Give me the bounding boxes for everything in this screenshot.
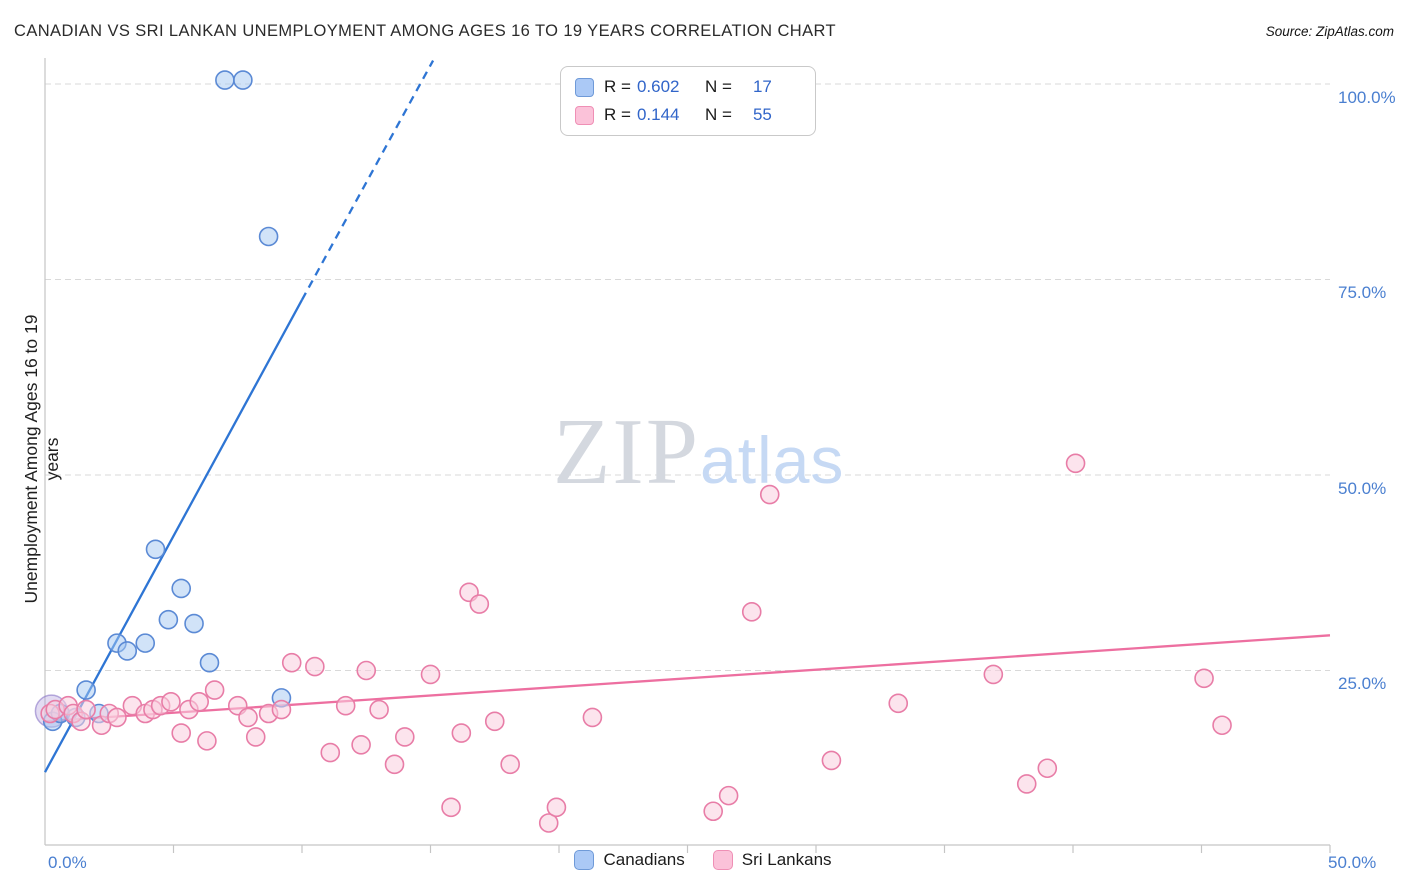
canadians-swatch-icon [575,77,594,97]
sri-lankans-swatch-icon [575,105,594,125]
data-point-sri-lankans [384,754,405,775]
data-point-canadians [135,633,156,653]
data-point-sri-lankans [759,484,780,505]
data-point-sri-lankans [204,680,225,700]
data-point-sri-lankans [320,742,341,763]
data-point-canadians [117,641,138,661]
data-point-sri-lankans [538,813,559,833]
data-point-canadians [258,226,279,247]
data-point-sri-lankans [1065,453,1086,474]
data-point-sri-lankans [546,797,567,818]
y-axis-title: Unemployment Among Ages 16 to 19 years [21,314,62,604]
y-tick-50: 50.0% [1338,479,1387,498]
data-point-sri-lankans [369,699,389,720]
data-point-canadians [145,539,166,560]
data-point-sri-lankans [469,594,490,614]
data-point-sri-lankans [1016,774,1037,794]
sri-lankans-swatch-icon [712,850,733,870]
trendline-canadians [300,59,435,301]
n-label: N = [704,77,732,96]
data-point-canadians [158,609,179,630]
data-point-sri-lankans [821,750,842,771]
r-value-sri-lankans: 0.144 [636,105,680,124]
data-point-sri-lankans [451,723,472,743]
n-value-canadians: 17 [752,77,772,96]
data-point-sri-lankans [197,731,217,751]
data-point-sri-lankans [281,652,302,673]
data-point-sri-lankans [983,664,1004,685]
data-point-sri-lankans [271,699,292,720]
data-point-sri-lankans [718,785,739,806]
data-point-sri-lankans [356,660,377,681]
legend-label-sri-lankans: Sri Lankans [741,850,832,869]
chart-title: CANADIAN VS SRI LANKAN UNEMPLOYMENT AMON… [14,22,836,40]
data-point-sri-lankans [484,711,505,732]
data-point-sri-lankans [741,602,762,622]
data-point-canadians [76,680,96,700]
legend-row-sri-lankans: R = 0.144 N = 55 [575,105,801,125]
n-value-sri-lankans: 55 [752,105,772,124]
legend-label-canadians: Canadians [603,850,685,869]
data-point-sri-lankans [394,727,415,747]
data-point-sri-lankans [1212,715,1232,736]
data-point-sri-lankans [1194,668,1214,689]
data-point-sri-lankans [171,723,192,743]
data-point-canadians [199,652,220,673]
data-point-sri-lankans [351,734,371,755]
trendline-sri-lankans [44,634,1331,723]
data-point-sri-lankans [161,691,181,712]
data-point-sri-lankans [441,797,461,818]
data-point-sri-lankans [420,664,441,685]
data-point-sri-lankans [888,693,909,714]
r-label: R = [604,77,631,96]
data-point-sri-lankans [305,656,325,677]
data-point-sri-lankans [107,707,127,728]
data-point-sri-lankans [238,707,258,728]
data-point-canadians [184,613,204,634]
legend-item-sri-lankans: Sri Lankans [712,850,832,870]
data-point-sri-lankans [500,754,520,775]
data-point-canadians [215,70,235,90]
r-label: R = [604,105,631,124]
y-tick-25: 25.0% [1338,674,1387,693]
data-point-sri-lankans [189,691,209,712]
correlation-legend: R = 0.602 N = 17 R = 0.144 N = 55 [560,66,816,136]
data-point-canadians [233,70,253,90]
x-tick-min: 0.0% [48,853,87,872]
bottom-legend: Canadians Sri Lankans [0,850,1406,870]
data-point-sri-lankans [335,695,356,716]
x-tick-max: 50.0% [1328,853,1377,872]
legend-item-canadians: Canadians [574,850,685,870]
data-point-sri-lankans [76,699,96,720]
y-tick-75: 75.0% [1338,283,1387,302]
data-point-sri-lankans [703,801,724,822]
canadians-swatch-icon [574,850,595,870]
data-point-sri-lankans [245,727,266,747]
legend-row-canadians: R = 0.602 N = 17 [575,77,801,97]
data-point-canadians [171,578,192,599]
data-point-sri-lankans [582,707,603,728]
data-point-sri-lankans [1037,758,1058,779]
r-value-canadians: 0.602 [636,77,680,96]
n-label: N = [704,105,732,124]
y-tick-100: 100.0% [1338,88,1396,107]
source-attribution: Source: ZipAtlas.com [1265,24,1394,39]
